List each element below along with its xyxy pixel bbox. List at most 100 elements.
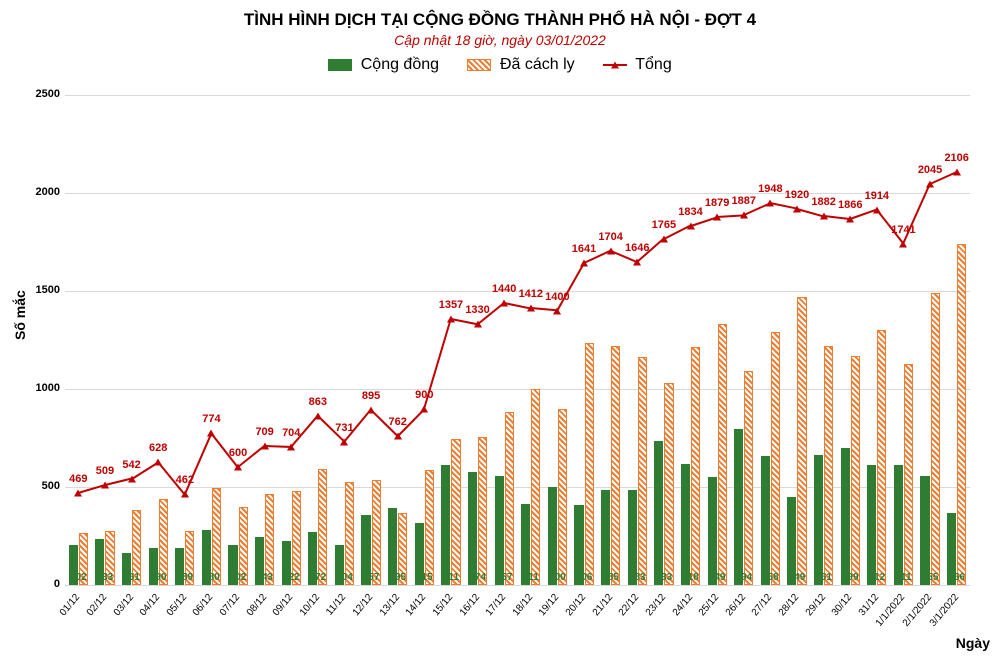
bar-green bbox=[628, 490, 637, 585]
bar-orange bbox=[718, 324, 727, 585]
line-marker bbox=[154, 458, 162, 465]
chart-subtitle: Cập nhật 18 giờ, ngày 03/01/2022 bbox=[0, 30, 1000, 48]
bar-orange bbox=[451, 439, 460, 585]
data-label-red: 1646 bbox=[621, 242, 654, 254]
bar-orange bbox=[638, 357, 647, 585]
line-marker bbox=[820, 213, 828, 220]
line-marker bbox=[394, 432, 402, 439]
bar-orange bbox=[904, 364, 913, 585]
bar-orange bbox=[771, 332, 780, 585]
line-marker bbox=[926, 181, 934, 188]
line-marker bbox=[660, 236, 668, 243]
bar-orange bbox=[505, 412, 514, 585]
legend-item-red: Tổng bbox=[603, 56, 672, 74]
line-marker bbox=[580, 260, 588, 267]
data-label-red: 1887 bbox=[727, 195, 760, 207]
data-label-green: 618 bbox=[677, 572, 704, 583]
line-marker bbox=[447, 316, 455, 323]
bar-orange bbox=[797, 297, 806, 585]
bar-green bbox=[708, 477, 717, 585]
data-label-green: 233 bbox=[92, 572, 119, 583]
line-marker bbox=[474, 321, 482, 328]
data-label-green: 611 bbox=[438, 572, 465, 583]
data-label-green: 661 bbox=[810, 572, 837, 583]
line-marker bbox=[899, 240, 907, 247]
data-label-green: 485 bbox=[597, 572, 624, 583]
data-label-green: 500 bbox=[544, 572, 571, 583]
bar-green bbox=[441, 465, 450, 585]
line-marker bbox=[128, 475, 136, 482]
data-label-red: 542 bbox=[115, 459, 148, 471]
data-label-green: 483 bbox=[624, 572, 651, 583]
data-label-green: 574 bbox=[464, 572, 491, 583]
data-label-green: 202 bbox=[65, 572, 92, 583]
data-label-green: 280 bbox=[198, 572, 225, 583]
data-label-red: 774 bbox=[195, 413, 228, 425]
legend-label-orange: Đã cách ly bbox=[500, 56, 575, 73]
bar-green bbox=[841, 448, 850, 585]
bar-green bbox=[495, 476, 504, 585]
legend-label-red: Tổng bbox=[635, 56, 671, 73]
line-marker bbox=[74, 490, 82, 497]
legend-swatch-green bbox=[328, 59, 352, 71]
line-marker bbox=[420, 405, 428, 412]
data-label-red: 704 bbox=[275, 427, 308, 439]
data-label-red: 1704 bbox=[594, 231, 627, 243]
data-label-green: 699 bbox=[837, 572, 864, 583]
bar-green bbox=[548, 487, 557, 585]
bar-orange bbox=[531, 389, 540, 585]
data-label-green: 611 bbox=[890, 572, 917, 583]
bar-green bbox=[894, 465, 903, 585]
bar-orange bbox=[585, 343, 594, 585]
y-tick-label: 0 bbox=[30, 578, 60, 590]
data-label-green: 658 bbox=[757, 572, 784, 583]
y-tick-label: 2500 bbox=[30, 88, 60, 100]
data-label-green: 315 bbox=[411, 572, 438, 583]
data-label-red: 1914 bbox=[861, 190, 894, 202]
line-marker bbox=[607, 248, 615, 255]
data-label-red: 2106 bbox=[940, 152, 973, 164]
data-label-green: 733 bbox=[651, 572, 678, 583]
x-axis-label: Ngày bbox=[956, 635, 990, 651]
bar-orange bbox=[372, 480, 381, 585]
data-label-red: 628 bbox=[142, 442, 175, 454]
data-label-green: 189 bbox=[171, 572, 198, 583]
bar-green bbox=[601, 490, 610, 585]
data-label-red: 462 bbox=[168, 474, 201, 486]
legend-swatch-orange bbox=[467, 59, 491, 71]
data-label-red: 1765 bbox=[648, 219, 681, 231]
data-label-red: 600 bbox=[222, 447, 255, 459]
data-label-green: 395 bbox=[384, 572, 411, 583]
bar-orange bbox=[877, 330, 886, 585]
bar-green bbox=[761, 456, 770, 585]
data-label-red: 895 bbox=[355, 390, 388, 402]
gridline bbox=[65, 389, 970, 390]
data-label-green: 357 bbox=[358, 572, 385, 583]
line-marker bbox=[873, 206, 881, 213]
bar-green bbox=[920, 476, 929, 585]
bar-orange bbox=[957, 244, 966, 585]
data-label-green: 161 bbox=[118, 572, 145, 583]
line-marker bbox=[740, 212, 748, 219]
data-label-red: 1741 bbox=[887, 224, 920, 236]
data-label-red: 2045 bbox=[914, 164, 947, 176]
line-marker bbox=[367, 406, 375, 413]
data-label-red: 1400 bbox=[541, 291, 574, 303]
legend-label-green: Cộng đồng bbox=[361, 56, 439, 73]
gridline bbox=[65, 585, 970, 586]
plot-area: 2022331611901892802022432222722043573953… bbox=[65, 95, 970, 585]
data-label-green: 190 bbox=[145, 572, 172, 583]
bar-orange bbox=[931, 293, 940, 585]
line-marker bbox=[314, 412, 322, 419]
line-marker bbox=[287, 444, 295, 451]
bar-orange bbox=[478, 437, 487, 585]
data-label-green: 411 bbox=[518, 572, 545, 583]
data-label-green: 549 bbox=[704, 572, 731, 583]
gridline bbox=[65, 193, 970, 194]
y-tick-label: 2000 bbox=[30, 186, 60, 198]
bar-orange bbox=[292, 491, 301, 585]
bar-green bbox=[654, 441, 663, 585]
data-label-green: 406 bbox=[571, 572, 598, 583]
bar-orange bbox=[558, 409, 567, 585]
legend-item-green: Cộng đồng bbox=[328, 56, 439, 74]
